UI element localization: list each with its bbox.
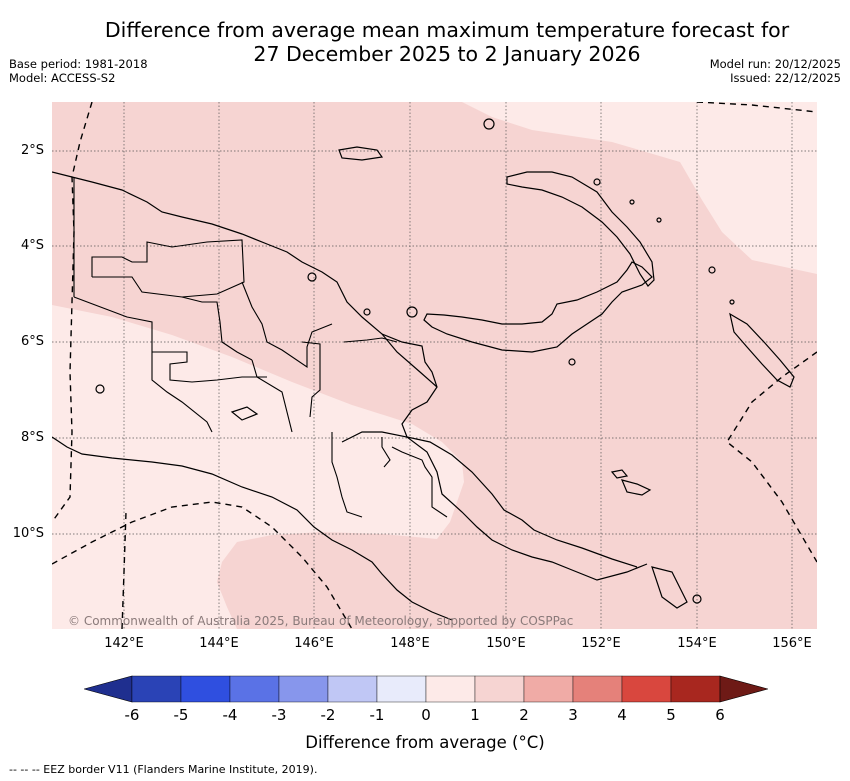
colorbar-tick-label: 5 [666, 706, 676, 724]
meta-right: Model run: 20/12/2025 Issued: 22/12/2025 [710, 57, 841, 85]
colorbar-tick-label: 6 [715, 706, 725, 724]
lon-label-144e: 144°E [199, 636, 239, 651]
title-line-2: 27 December 2025 to 2 January 2026 [253, 42, 641, 66]
colorbar-tick-label: 1 [470, 706, 480, 724]
anomaly-zone-0-1-northeast [462, 102, 817, 274]
colorbar-cell [229, 675, 280, 703]
model-run: Model run: 20/12/2025 [709, 57, 841, 71]
colorbar-cell [425, 675, 476, 703]
colorbar-cell [523, 675, 574, 703]
lon-label-156e: 156°E [772, 636, 812, 651]
colorbar-cell [180, 675, 231, 703]
lon-label-148e: 148°E [390, 636, 430, 651]
colorbar-underflow [84, 675, 133, 703]
title-line-1: Difference from average mean maximum tem… [104, 18, 790, 42]
base-period: Base period: 1981-2018 [9, 57, 148, 71]
lat-label-10s: 10°S [12, 526, 44, 541]
map-panel [52, 102, 817, 629]
colorbar-cell [670, 675, 721, 703]
colorbar-tick-label: 4 [617, 706, 627, 724]
model-name: Model: ACCESS-S2 [9, 71, 116, 85]
lon-label-152e: 152°E [581, 636, 621, 651]
colorbar-cell [131, 675, 182, 703]
colorbar-tick-label: -1 [369, 706, 385, 724]
colorbar-tick-label: -5 [173, 706, 189, 724]
meta-left: Base period: 1981-2018 Model: ACCESS-S2 [9, 57, 148, 85]
colorbar-cell [278, 675, 329, 703]
anomaly-zone-0-1-south [52, 305, 464, 629]
colorbar-cell [474, 675, 525, 703]
eez-borders [52, 102, 817, 629]
colorbar-tick-label: -2 [320, 706, 336, 724]
lon-label-150e: 150°E [486, 636, 526, 651]
lat-label-6s: 6°S [20, 334, 44, 349]
colorbar-cell [621, 675, 672, 703]
colorbar-tick-label: 2 [519, 706, 529, 724]
province-boundaries [73, 177, 448, 518]
colorbar [84, 675, 768, 703]
map-title: Difference from average mean maximum tem… [0, 18, 850, 66]
lat-label-8s: 8°S [20, 430, 44, 445]
colorbar-cell [572, 675, 623, 703]
colorbar-tick-label: 3 [568, 706, 578, 724]
colorbar-tick-label: -4 [222, 706, 238, 724]
colorbar-tick-label: -6 [124, 706, 140, 724]
coastlines [52, 118, 795, 621]
colorbar-cell [327, 675, 378, 703]
colorbar-overflow [719, 675, 768, 703]
colorbar-tick-label: 0 [421, 706, 431, 724]
issued-date: Issued: 22/12/2025 [730, 71, 841, 85]
lat-label-2s: 2°S [20, 143, 44, 158]
lon-label-142e: 142°E [104, 636, 144, 651]
colorbar-tick-label: -3 [271, 706, 287, 724]
lat-label-4s: 4°S [20, 238, 44, 253]
colorbar-cell [376, 675, 427, 703]
lon-label-146e: 146°E [294, 636, 334, 651]
graticule [52, 102, 817, 629]
eez-footnote: -- -- -- EEZ border V11 (Flanders Marine… [9, 763, 318, 776]
copyright-notice: © Commonwealth of Australia 2025, Bureau… [68, 614, 574, 628]
lon-label-154e: 154°E [677, 636, 717, 651]
colorbar-label: Difference from average (°C) [305, 733, 545, 752]
